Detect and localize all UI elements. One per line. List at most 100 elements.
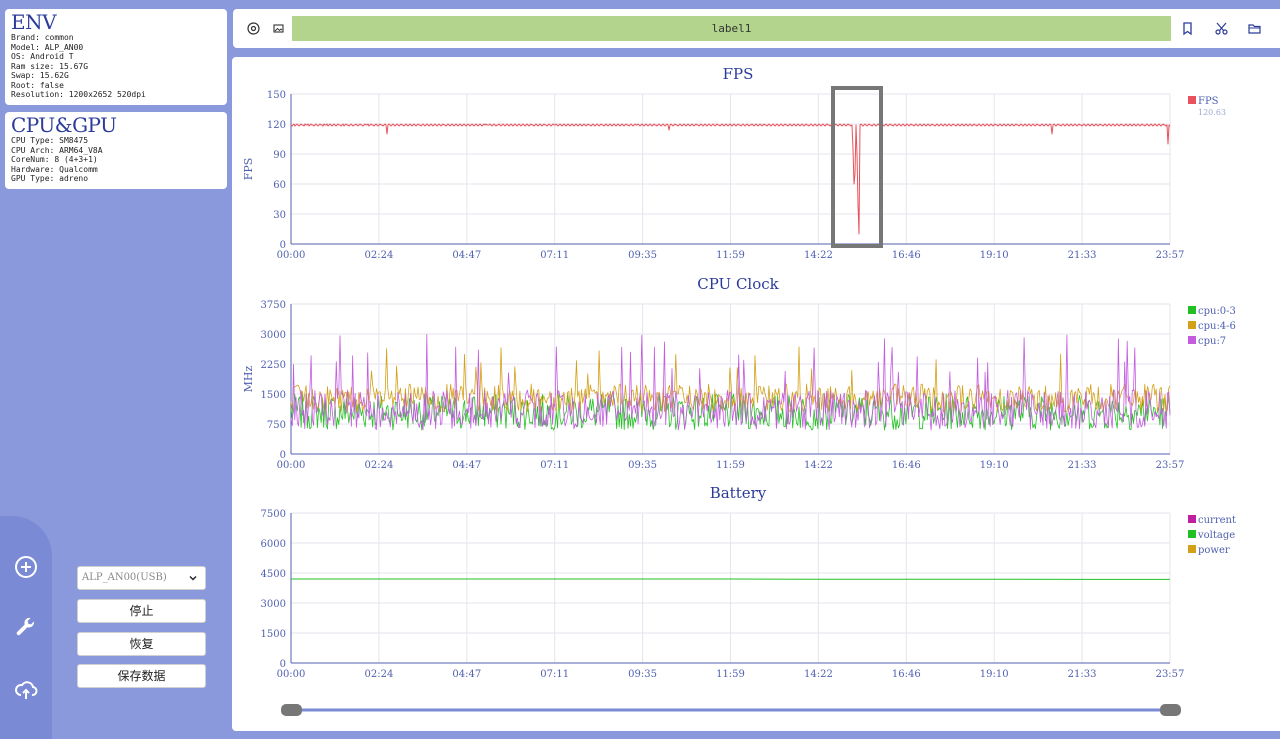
- x-tick-label: 23:57: [1156, 460, 1185, 471]
- x-tick-label: 16:46: [892, 250, 921, 261]
- y-tick-label: 3000: [261, 330, 286, 341]
- x-tick-label: 00:00: [277, 460, 306, 471]
- scissors-icon[interactable]: [1214, 21, 1229, 36]
- x-tick-label: 11:59: [716, 250, 745, 261]
- y-tick-label: 120: [267, 120, 286, 131]
- x-tick-label: 02:24: [364, 250, 393, 261]
- wrench-icon[interactable]: [14, 616, 38, 640]
- legend-entry: power: [1198, 545, 1230, 556]
- y-tick-label: 60: [273, 180, 286, 191]
- y-tick-label: 1500: [261, 390, 286, 401]
- gpu-type: GPU Type: adreno: [11, 174, 89, 183]
- y-tick-label: 6000: [261, 539, 286, 550]
- y-axis-label: MHz: [242, 365, 255, 392]
- legend-entry: FPS: [1198, 96, 1219, 107]
- range-slider-handle-right[interactable]: [1160, 704, 1181, 716]
- label-bar[interactable]: label1: [292, 16, 1171, 41]
- hardware: Hardware: Qualcomm: [11, 164, 98, 174]
- x-tick-label: 04:47: [452, 669, 481, 680]
- x-tick-label: 04:47: [452, 250, 481, 261]
- x-tick-label: 09:35: [628, 669, 657, 680]
- x-tick-label: 19:10: [980, 460, 1009, 471]
- folder-icon[interactable]: [1247, 21, 1262, 36]
- y-tick-label: 1500: [261, 629, 286, 640]
- cpu-gpu-panel: CPU&GPU CPU Type: SM8475 CPU Arch: ARM64…: [5, 112, 227, 189]
- side-rail: [0, 516, 52, 739]
- y-tick-label: 0: [280, 240, 286, 251]
- chart-title: CPU Clock: [697, 275, 779, 293]
- bookmark-icon[interactable]: [1180, 21, 1195, 36]
- x-tick-label: 00:00: [277, 250, 306, 261]
- legend-entry: cpu:0-3: [1198, 306, 1236, 317]
- x-tick-label: 07:11: [540, 669, 569, 680]
- device-select[interactable]: ALP_AN00(USB): [77, 566, 206, 590]
- x-tick-label: 16:46: [892, 669, 921, 680]
- x-tick-label: 14:22: [804, 460, 833, 471]
- x-tick-label: 04:47: [452, 460, 481, 471]
- plus-circle-icon[interactable]: [14, 555, 38, 579]
- x-tick-label: 11:59: [716, 669, 745, 680]
- y-tick-label: 150: [267, 90, 286, 101]
- charts-canvas: FPS FPS 0 30 60 90 120 150 00:00 02:24 04:47 07:11 0…: [242, 65, 1236, 716]
- x-tick-label: 21:33: [1068, 460, 1097, 471]
- toolbar: label1: [233, 9, 1280, 48]
- cpu-type: CPU Type: SM8475: [11, 136, 89, 145]
- stop-button[interactable]: 停止: [77, 599, 206, 623]
- y-axis-label: FPS: [242, 158, 255, 181]
- image-icon[interactable]: [271, 21, 286, 36]
- y-tick-label: 0: [280, 450, 286, 461]
- series-line: [290, 333, 1171, 431]
- chart-title: Battery: [710, 484, 767, 502]
- legend-swatch: [1188, 515, 1196, 523]
- y-tick-label: 3000: [261, 599, 286, 610]
- x-tick-label: 23:57: [1156, 669, 1185, 680]
- series-line: [290, 123, 1171, 235]
- record-icon[interactable]: [246, 21, 261, 36]
- y-tick-label: 90: [273, 150, 286, 161]
- core-num: CoreNum: 8 (4+3+1): [11, 155, 98, 164]
- x-tick-label: 02:24: [364, 460, 393, 471]
- y-tick-label: 7500: [261, 509, 286, 520]
- x-tick-label: 02:24: [364, 669, 393, 680]
- x-tick-label: 16:46: [892, 460, 921, 471]
- env-ram: Ram size: 15.67G: [11, 61, 89, 71]
- legend-swatch: [1188, 306, 1196, 314]
- legend-entry: voltage: [1197, 530, 1235, 541]
- cpu-gpu-title: CPU&GPU: [11, 113, 117, 137]
- save-data-button[interactable]: 保存数据: [77, 664, 206, 688]
- series-line: [290, 393, 1171, 431]
- chevron-down-icon: [189, 576, 197, 581]
- highlight-box: [831, 86, 883, 248]
- y-tick-label: 0: [280, 659, 286, 670]
- env-title: ENV: [11, 10, 57, 34]
- x-tick-label: 19:10: [980, 669, 1009, 680]
- legend-swatch: [1188, 321, 1196, 329]
- device-select-value: ALP_AN00(USB): [82, 572, 167, 583]
- upload-icon[interactable]: [14, 678, 38, 702]
- resume-button[interactable]: 恢复: [77, 632, 206, 656]
- range-slider-handle-left[interactable]: [281, 704, 302, 716]
- chart-title: FPS: [723, 65, 754, 83]
- env-swap: Swap: 15.62G: [11, 71, 69, 80]
- env-brand: Brand: common: [11, 33, 74, 42]
- x-tick-label: 09:35: [628, 460, 657, 471]
- x-tick-label: 23:57: [1156, 250, 1185, 261]
- x-tick-label: 21:33: [1068, 250, 1097, 261]
- env-root: Root: false: [11, 80, 64, 90]
- legend-entry: current: [1198, 515, 1236, 526]
- x-tick-label: 14:22: [804, 250, 833, 261]
- env-os: OS: Android T: [11, 52, 74, 61]
- y-tick-label: 30: [273, 210, 286, 221]
- env-panel: ENV Brand: common Model: ALP_AN00 OS: An…: [5, 9, 227, 105]
- series-line: [290, 346, 1171, 413]
- x-tick-label: 19:10: [980, 250, 1009, 261]
- x-tick-label: 00:00: [277, 669, 306, 680]
- y-tick-label: 4500: [261, 569, 286, 580]
- y-tick-label: 750: [267, 420, 286, 431]
- legend-swatch: [1188, 545, 1196, 553]
- env-resolution: Resolution: 1200x2652 520dpi: [11, 90, 146, 99]
- legend-entry: cpu:7: [1198, 336, 1226, 347]
- legend-entry: cpu:4-6: [1198, 321, 1236, 332]
- legend-swatch: [1188, 530, 1196, 538]
- charts-panel: FPS FPS 0 30 60 90 120 150 00:00 02:24 04:47 07:11 0…: [232, 57, 1280, 731]
